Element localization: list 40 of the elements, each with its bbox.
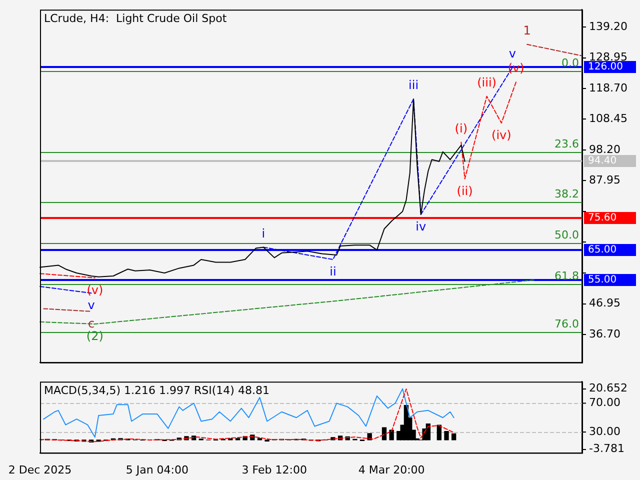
annotation: 61.8 <box>554 269 579 282</box>
x-tick-label: 4 Mar 20:00 <box>358 463 425 476</box>
annotation: iv <box>416 220 426 234</box>
y-tick-label: 98.20 <box>589 142 620 156</box>
y-tick-label: 118.70 <box>589 81 628 94</box>
x-tick-label: 3 Feb 12:00 <box>242 463 307 476</box>
y-tick-label: 46.95 <box>589 296 620 310</box>
annotation: (iv) <box>492 128 512 142</box>
annotation: 50.0 <box>554 228 579 242</box>
y-tick-label: 20.652 <box>589 382 628 395</box>
annotation: 23.6 <box>554 137 579 150</box>
annotation: (iii) <box>477 75 496 90</box>
y2-tick-label: 70.00 <box>589 396 620 410</box>
annotation: 38.2 <box>554 187 579 200</box>
y-tick-label: 87.95 <box>589 174 620 187</box>
x-tick-label: 2 Dec 2025 <box>8 463 72 476</box>
y-tick-label: 36.70 <box>589 327 620 340</box>
ref-line-label: 94.40 <box>588 156 617 167</box>
annotation: (v) <box>86 282 104 297</box>
annotation: 0.0 <box>562 56 579 70</box>
y-tick-label: -3.781 <box>589 442 624 456</box>
y-tick-label: 108.45 <box>589 112 628 126</box>
ref-line-label: 55.00 <box>588 274 617 286</box>
annotation: 76.0 <box>554 317 579 330</box>
x-tick-label: 5 Jan 04:00 <box>126 463 189 476</box>
annotation: ii <box>330 264 336 279</box>
annotation: v <box>88 298 95 312</box>
annotation: v <box>508 46 516 61</box>
y-tick-label: 139.20 <box>589 20 628 33</box>
annotation: i <box>262 226 266 240</box>
annotation: (ii) <box>456 184 473 198</box>
y2-tick-label: 30.00 <box>589 424 620 438</box>
annotation: iii <box>408 78 419 92</box>
annotation: (i) <box>454 121 468 136</box>
chart-title: LCrude, H4: Light Crude Oil Spot <box>44 12 228 25</box>
chart-title: MACD(5,34,5) 1.216 1.997 RSI(14) 48.81 <box>44 384 270 397</box>
annotation: 1 <box>523 24 531 38</box>
ref-line-label: 126.00 <box>588 62 623 73</box>
ref-line-label: 75.60 <box>588 212 617 224</box>
ref-line-label: 65.00 <box>588 244 617 256</box>
